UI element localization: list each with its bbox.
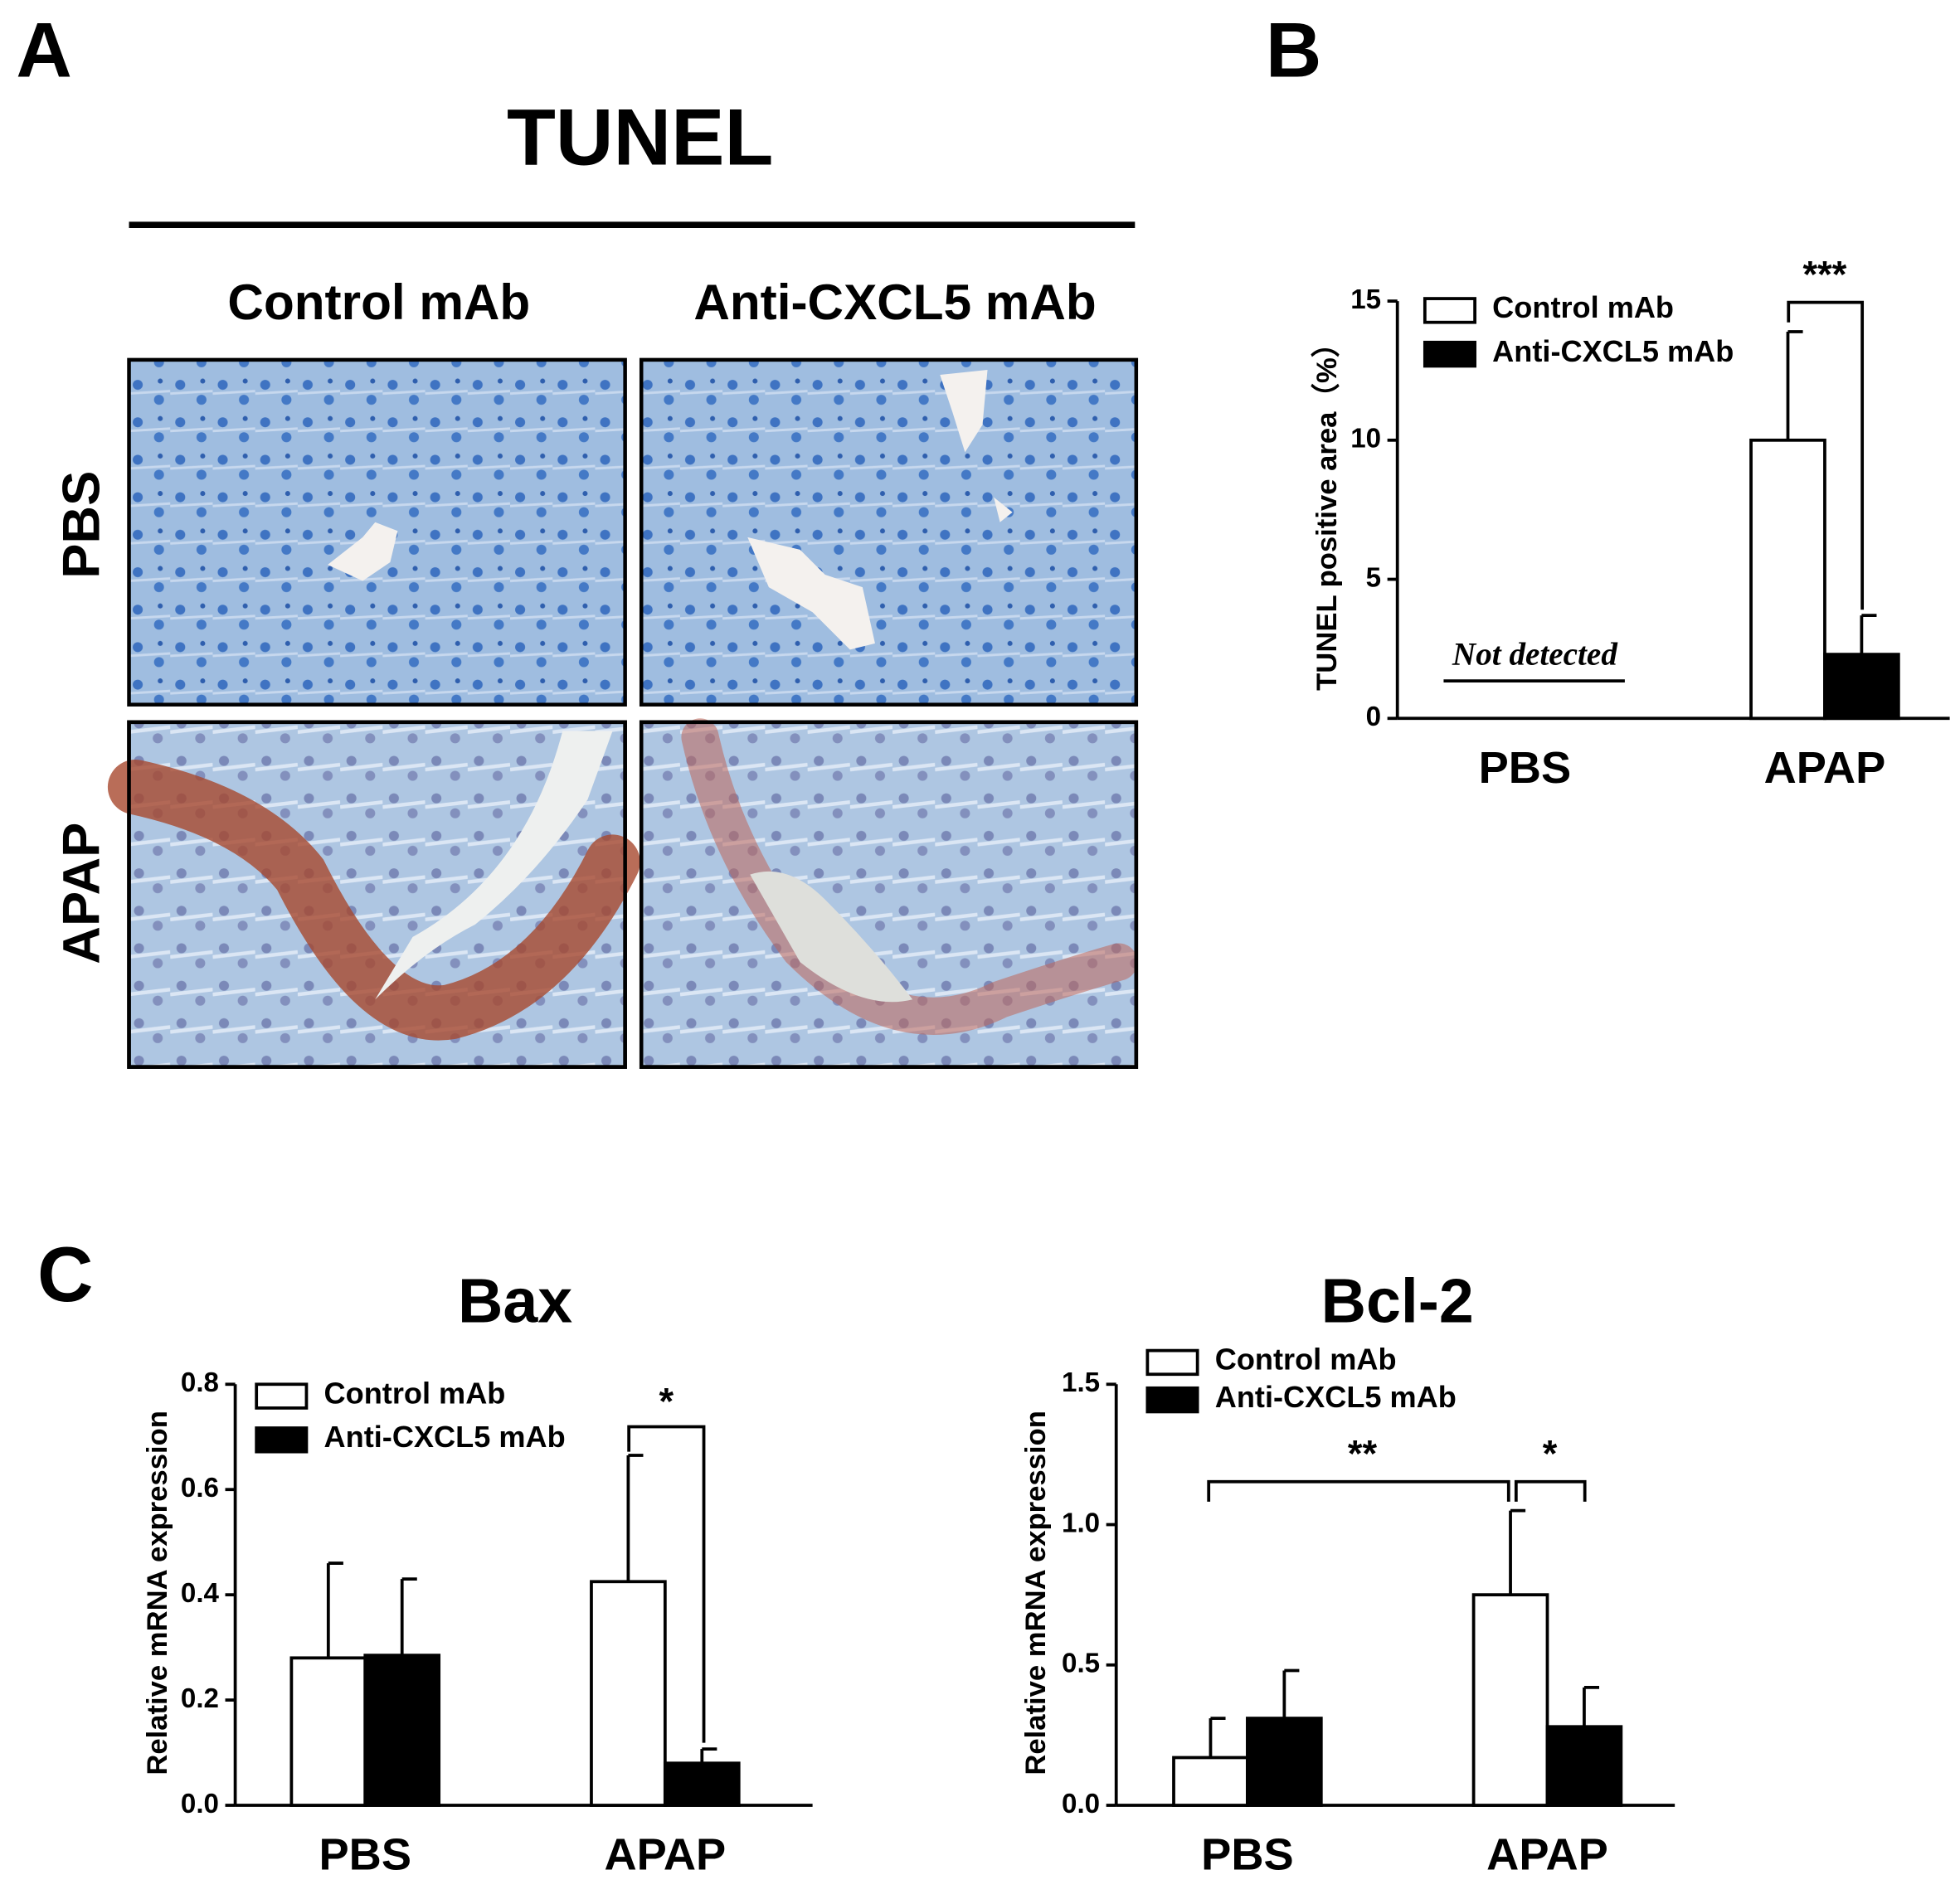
y-tick-label: 0.6 <box>181 1473 219 1503</box>
column-label: Anti-CXCL5 mAb <box>693 274 1096 330</box>
panel-title: TUNEL <box>507 94 773 182</box>
vessel <box>747 537 875 650</box>
stain <box>681 718 1138 1035</box>
legend-label: Control mAb <box>1215 1343 1397 1377</box>
legend-swatch <box>1423 340 1476 368</box>
error-bar <box>400 1577 417 1656</box>
annotation: * <box>659 1380 674 1422</box>
annotation: ** <box>1348 1433 1378 1475</box>
micrograph-frame <box>639 357 1139 707</box>
bar <box>1471 1593 1549 1807</box>
bar <box>1246 1717 1323 1807</box>
y-tick-label: 10 <box>1350 424 1381 454</box>
bar <box>1172 1756 1249 1807</box>
micrograph <box>107 720 640 1069</box>
panel-label: B <box>1266 6 1321 93</box>
error-bar <box>326 1561 343 1659</box>
legend-swatch <box>255 1382 309 1410</box>
vessel <box>994 497 1013 522</box>
error-bar <box>700 1747 717 1764</box>
bar <box>363 1654 441 1807</box>
annotation: *** <box>1803 253 1847 295</box>
y-axis-label: Relative mRNA expression <box>1020 1411 1052 1775</box>
x-tick-label: PBS <box>1201 1830 1293 1880</box>
x-tick-label: APAP <box>605 1830 727 1880</box>
vessel <box>375 731 613 1000</box>
legend-label: Anti-CXCL5 mAb <box>1215 1380 1457 1414</box>
x-tick-label: PBS <box>1479 743 1571 793</box>
y-tick-label: 0.0 <box>181 1789 219 1819</box>
bar <box>289 1656 367 1807</box>
micrograph <box>127 357 627 707</box>
y-tick-label: 0 <box>1366 702 1381 732</box>
legend-swatch <box>255 1426 309 1454</box>
y-tick-label: 1.0 <box>1062 1508 1100 1538</box>
stain <box>107 760 640 1041</box>
error-bar <box>1282 1668 1300 1719</box>
y-tick-label: 15 <box>1350 284 1381 315</box>
bar <box>663 1761 741 1807</box>
bar <box>1749 438 1826 721</box>
y-tick-label: 0.2 <box>181 1683 219 1714</box>
significance-bracket <box>627 1425 706 1743</box>
y-axis-label: Relative mRNA expression <box>142 1411 173 1775</box>
error-bar <box>1509 1508 1526 1595</box>
legend-swatch <box>1145 1386 1199 1414</box>
bar <box>1823 653 1900 721</box>
vessel <box>750 871 913 1003</box>
annotation: * <box>1543 1433 1558 1475</box>
bar <box>590 1580 667 1807</box>
y-tick-label: 0.4 <box>181 1578 220 1609</box>
error-bar <box>1209 1717 1226 1758</box>
bar <box>1545 1725 1623 1807</box>
y-tick-label: 1.5 <box>1062 1367 1100 1398</box>
error-bar <box>1786 330 1803 440</box>
legend-label: Anti-CXCL5 mAb <box>324 1420 566 1454</box>
y-tick-label: 0.0 <box>1062 1789 1100 1819</box>
micrograph <box>639 357 1139 707</box>
x-tick-label: APAP <box>1764 743 1886 793</box>
column-label: Control mAb <box>227 274 530 330</box>
significance-bracket <box>1207 1479 1510 1502</box>
y-tick-label: 0.5 <box>1062 1649 1100 1679</box>
row-label: APAP <box>53 823 111 964</box>
annotation: Not detected <box>1452 636 1618 672</box>
error-bar <box>626 1454 644 1582</box>
error-bar <box>1860 614 1877 655</box>
x-tick-label: APAP <box>1486 1830 1608 1880</box>
y-tick-label: 0.8 <box>181 1367 219 1398</box>
legend-label: Control mAb <box>324 1376 506 1410</box>
chart-title: Bcl-2 <box>1321 1265 1474 1335</box>
micrograph-border <box>639 720 1139 1069</box>
vessel <box>940 369 988 453</box>
legend-label: Control mAb <box>1492 290 1674 324</box>
vessel <box>328 522 398 581</box>
y-tick-label: 5 <box>1366 562 1381 593</box>
panel-label: C <box>37 1231 93 1318</box>
legend-label: Anti-CXCL5 mAb <box>1492 334 1734 368</box>
micrograph <box>639 718 1139 1069</box>
panel-label: A <box>16 6 71 93</box>
significance-bracket <box>1787 300 1865 610</box>
micrograph-border <box>127 720 627 1069</box>
legend-swatch <box>1145 1348 1199 1377</box>
chart-title: Bax <box>458 1265 572 1335</box>
significance-bracket <box>1514 1479 1587 1502</box>
row-label: PBS <box>53 471 111 579</box>
legend-swatch <box>1423 297 1476 324</box>
y-axis-label: TUNEL positive area（%） <box>1311 329 1343 691</box>
error-bar <box>1583 1685 1600 1727</box>
x-tick-label: PBS <box>319 1830 411 1880</box>
